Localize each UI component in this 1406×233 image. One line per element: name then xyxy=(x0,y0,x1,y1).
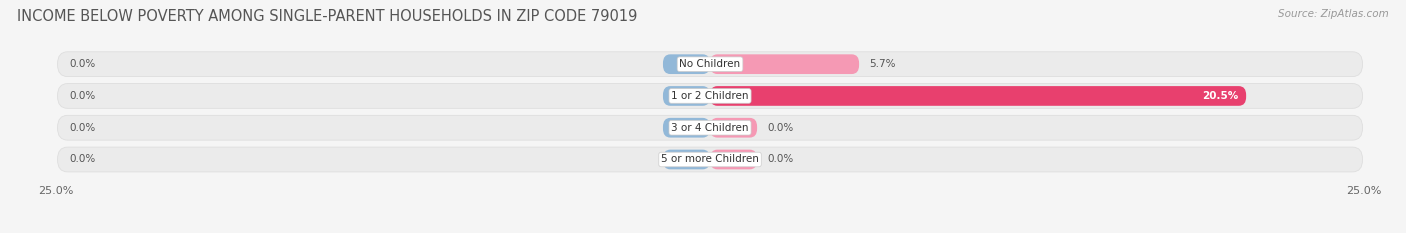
FancyBboxPatch shape xyxy=(664,54,710,74)
Text: 0.0%: 0.0% xyxy=(69,59,96,69)
FancyBboxPatch shape xyxy=(710,54,859,74)
Text: 0.0%: 0.0% xyxy=(69,91,96,101)
FancyBboxPatch shape xyxy=(58,52,1362,77)
Text: 20.5%: 20.5% xyxy=(1202,91,1239,101)
Text: 5.7%: 5.7% xyxy=(869,59,896,69)
Text: Source: ZipAtlas.com: Source: ZipAtlas.com xyxy=(1278,9,1389,19)
Text: 0.0%: 0.0% xyxy=(768,154,794,164)
FancyBboxPatch shape xyxy=(58,115,1362,140)
Text: 0.0%: 0.0% xyxy=(768,123,794,133)
FancyBboxPatch shape xyxy=(710,118,756,137)
FancyBboxPatch shape xyxy=(664,150,710,169)
Text: 3 or 4 Children: 3 or 4 Children xyxy=(671,123,749,133)
FancyBboxPatch shape xyxy=(710,86,1246,106)
Text: INCOME BELOW POVERTY AMONG SINGLE-PARENT HOUSEHOLDS IN ZIP CODE 79019: INCOME BELOW POVERTY AMONG SINGLE-PARENT… xyxy=(17,9,637,24)
FancyBboxPatch shape xyxy=(664,86,710,106)
FancyBboxPatch shape xyxy=(58,147,1362,172)
Text: 0.0%: 0.0% xyxy=(69,154,96,164)
Text: 0.0%: 0.0% xyxy=(69,123,96,133)
Text: No Children: No Children xyxy=(679,59,741,69)
FancyBboxPatch shape xyxy=(664,118,710,137)
Text: 1 or 2 Children: 1 or 2 Children xyxy=(671,91,749,101)
Text: 5 or more Children: 5 or more Children xyxy=(661,154,759,164)
FancyBboxPatch shape xyxy=(710,150,756,169)
FancyBboxPatch shape xyxy=(58,84,1362,108)
